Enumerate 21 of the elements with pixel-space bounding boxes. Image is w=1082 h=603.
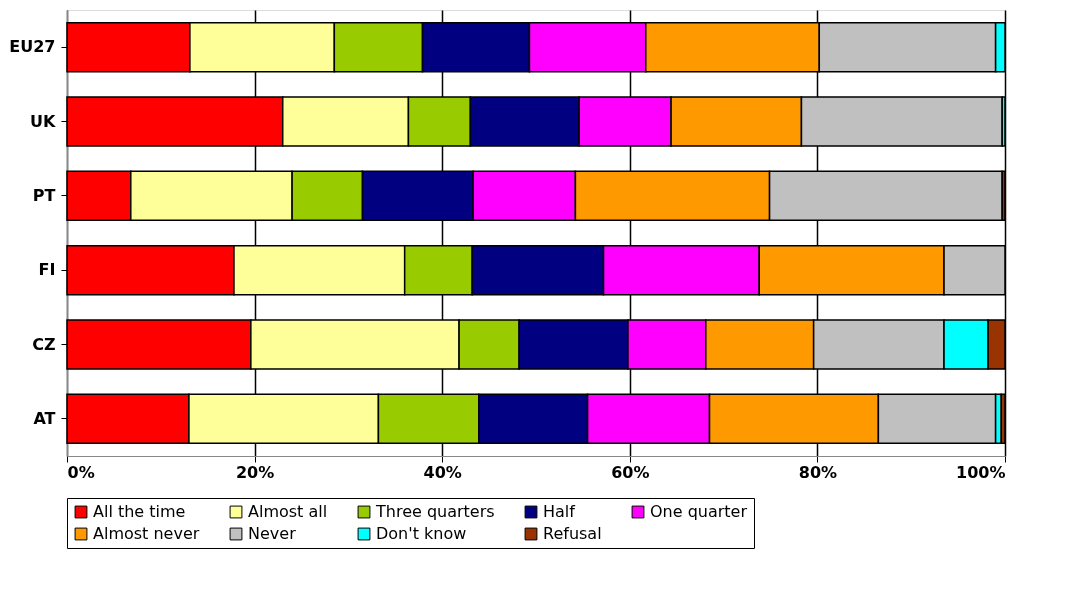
legend-label: Never — [248, 524, 297, 543]
y-tick-label: PT — [32, 185, 56, 205]
y-tick-label: EU27 — [9, 37, 56, 57]
x-tick-label: 80% — [798, 462, 838, 482]
legend-label: Almost all — [248, 502, 328, 521]
x-tick-label: 100% — [956, 462, 1006, 482]
x-tick-label: 0% — [67, 462, 95, 482]
x-tick-label: 60% — [611, 462, 650, 482]
legend-label: Three quarters — [375, 502, 495, 521]
y-tick-label: FI — [38, 260, 56, 280]
legend-label: Almost never — [93, 524, 200, 543]
x-tick-label: 40% — [423, 462, 462, 482]
legend-label: Don't know — [376, 524, 467, 543]
legend-label: One quarter — [650, 502, 748, 521]
y-tick-label: UK — [30, 111, 57, 131]
legend-label: All the time — [93, 502, 186, 521]
y-tick-label: AT — [33, 408, 56, 428]
legend-label: Half — [543, 502, 576, 521]
y-tick-label: CZ — [32, 334, 56, 354]
x-tick-label: 20% — [235, 462, 275, 482]
legend-label: Refusal — [543, 524, 602, 543]
